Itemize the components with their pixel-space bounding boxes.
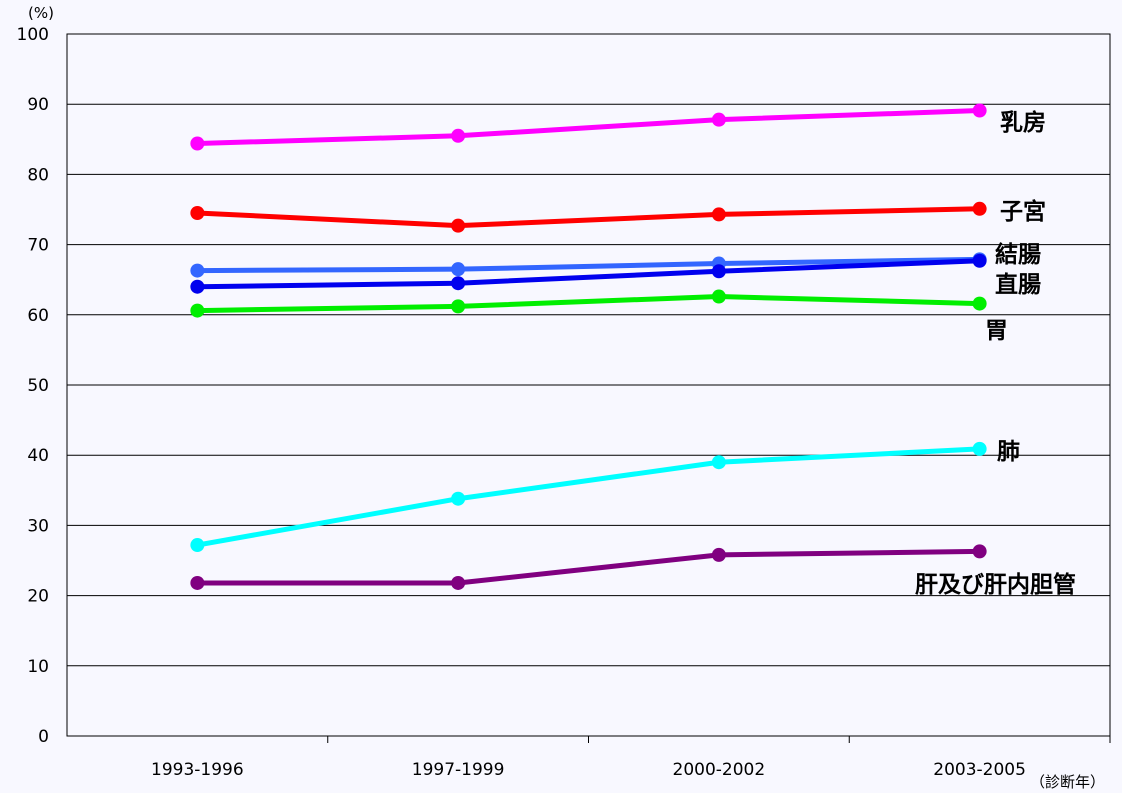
series-label: 結腸 [995,241,1041,268]
series-label: 胃 [985,318,1008,344]
x-tick-label: 1993-1996 [151,760,244,780]
data-point [190,303,205,318]
data-point [190,136,205,151]
series-label: 直腸 [995,271,1041,298]
y-tick-label: 20 [27,587,49,607]
data-point [972,296,987,311]
data-point [451,299,466,314]
data-point [451,218,466,233]
data-point [711,207,726,222]
data-point [451,276,466,291]
data-point [190,575,205,590]
x-tick-label: 1997-1999 [412,760,505,780]
y-tick-label: 50 [27,376,49,396]
x-tick-label: 2000-2002 [673,760,766,780]
data-point [190,206,205,221]
series-line [197,294,980,314]
data-point [451,128,466,143]
y-tick-label: 90 [27,95,49,115]
series-label: 肝及び肝内胆管 [915,571,1076,598]
y-tick-label: 100 [17,25,49,45]
y-tick-label: 10 [27,657,49,677]
data-point [711,547,726,562]
series-label: 子宮 [1000,198,1046,225]
data-point [190,263,205,278]
data-point [972,253,987,268]
data-point [972,103,987,118]
series-line [197,108,980,147]
data-point [711,112,726,127]
x-axis-unit: （診断年） [1030,773,1105,791]
series-label: 肺 [997,439,1020,465]
y-axis-unit: (%) [28,4,54,22]
data-point [711,455,726,470]
data-point [451,491,466,506]
series-line [197,206,980,229]
y-tick-label: 30 [27,516,49,536]
series-line [197,548,980,586]
series-label: 乳房 [1000,109,1046,136]
data-point [711,289,726,304]
data-point [972,201,987,216]
series-line [197,258,980,290]
data-point [190,538,205,553]
data-point [451,262,466,277]
y-tick-label: 70 [27,236,49,256]
x-tick-label: 2003-2005 [933,760,1026,780]
y-tick-label: 0 [38,727,49,747]
series-line [197,256,980,274]
data-point [190,279,205,294]
data-point [972,441,987,456]
data-point [451,575,466,590]
y-tick-label: 40 [27,446,49,466]
series-line [196,446,980,548]
y-tick-label: 80 [27,165,49,185]
data-point [972,544,987,559]
data-point [711,264,726,279]
y-tick-label: 60 [27,306,49,326]
